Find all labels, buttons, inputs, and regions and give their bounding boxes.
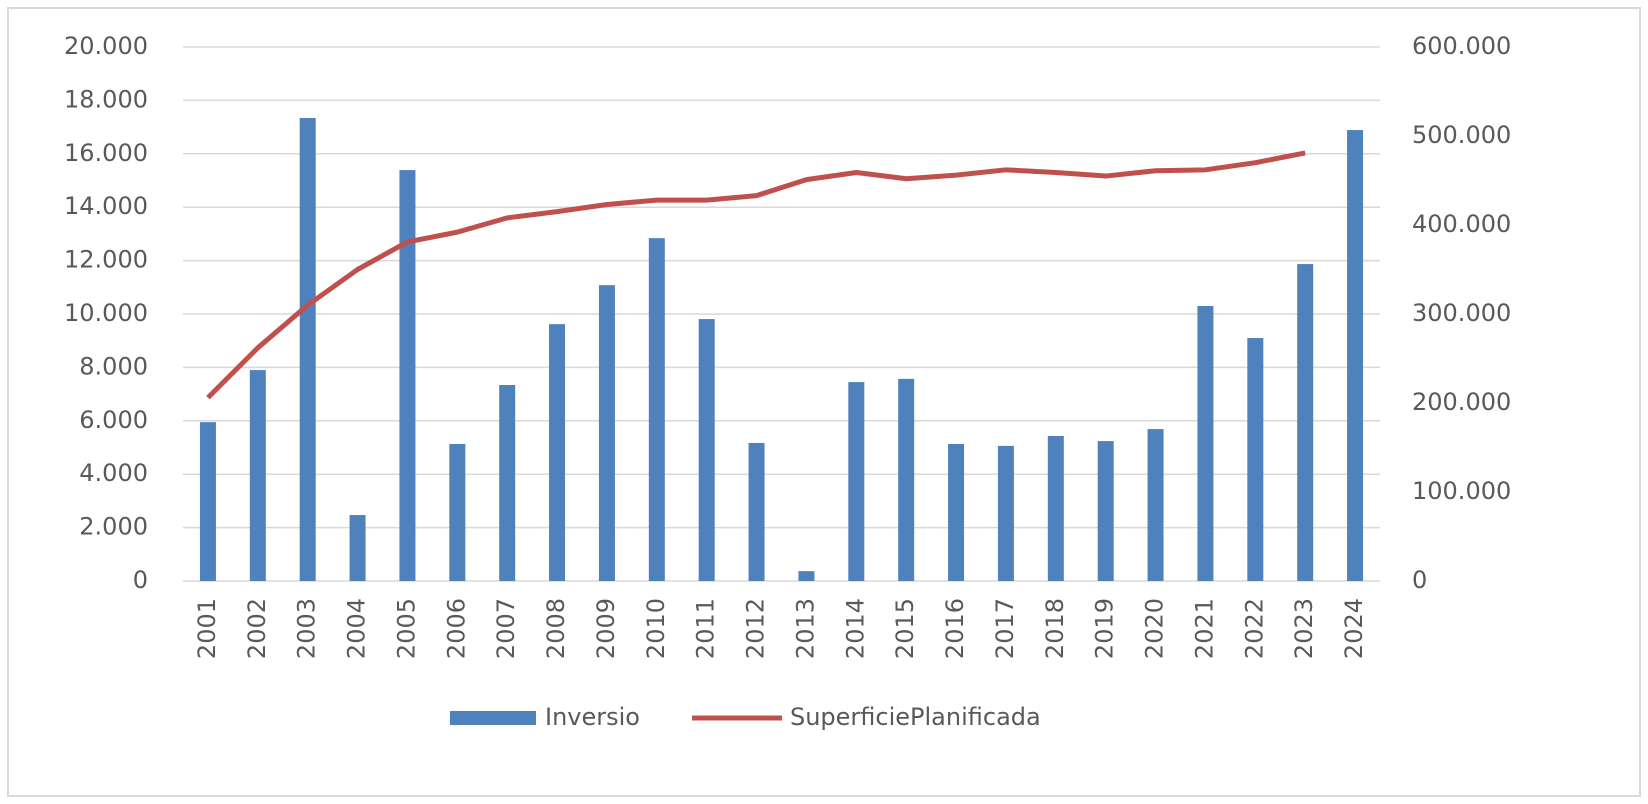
- bar: [499, 385, 516, 581]
- y-tick-label: 10.000: [64, 299, 148, 327]
- x-tick-label: 2005: [392, 598, 420, 659]
- x-tick-label: 2015: [891, 598, 919, 659]
- x-tick-label: 2014: [841, 598, 869, 659]
- x-tick-label: 2013: [791, 598, 819, 659]
- x-tick-label: 2018: [1041, 598, 1069, 659]
- y-tick-label: 16.000: [64, 139, 148, 167]
- bar: [848, 382, 865, 581]
- bar: [399, 170, 416, 581]
- y-tick-label: 8.000: [79, 352, 148, 380]
- bar: [1297, 264, 1314, 581]
- y2-tick-label: 500.000: [1412, 121, 1511, 149]
- bar: [598, 285, 615, 581]
- bar: [798, 571, 815, 581]
- x-tick-label: 2024: [1340, 598, 1368, 659]
- y2-tick-label: 100.000: [1412, 477, 1511, 505]
- y-tick-label: 0: [133, 566, 148, 594]
- y-tick-label: 6.000: [79, 406, 148, 434]
- x-tick-label: 2002: [243, 598, 271, 659]
- y-tick-label: 4.000: [79, 459, 148, 487]
- bar: [199, 422, 216, 581]
- legend-label: Inversio: [545, 703, 640, 731]
- bar: [449, 444, 466, 581]
- bar: [748, 442, 765, 581]
- legend-swatch: [450, 711, 536, 725]
- y2-tick-label: 0: [1412, 566, 1427, 594]
- bar: [948, 444, 965, 581]
- x-tick-label: 2007: [492, 598, 520, 659]
- x-tick-label: 2020: [1141, 598, 1169, 659]
- bar: [249, 370, 266, 581]
- x-tick-label: 2023: [1290, 598, 1318, 659]
- x-tick-label: 2012: [742, 598, 770, 659]
- x-tick-label: 2011: [692, 598, 720, 659]
- y2-tick-label: 600.000: [1412, 32, 1511, 60]
- bar: [1197, 305, 1214, 581]
- bar: [1147, 429, 1164, 581]
- x-tick-label: 2022: [1240, 598, 1268, 659]
- y2-tick-label: 200.000: [1412, 388, 1511, 416]
- x-tick-label: 2006: [442, 598, 470, 659]
- y2-tick-label: 400.000: [1412, 210, 1511, 238]
- x-tick-label: 2004: [343, 598, 371, 659]
- y-tick-label: 14.000: [64, 192, 148, 220]
- x-tick-label: 2008: [542, 598, 570, 659]
- y-tick-label: 18.000: [64, 85, 148, 113]
- x-tick-label: 2017: [991, 598, 1019, 659]
- x-tick-label: 2019: [1091, 598, 1119, 659]
- x-tick-label: 2003: [293, 598, 321, 659]
- legend-label: SuperficiePlanificada: [790, 703, 1041, 731]
- bar: [1347, 130, 1364, 582]
- bar: [349, 515, 366, 581]
- bar: [549, 324, 566, 581]
- chart-border: [7, 7, 1641, 797]
- x-tick-label: 2010: [642, 598, 670, 659]
- bar: [1247, 338, 1264, 581]
- y2-tick-label: 300.000: [1412, 299, 1511, 327]
- x-tick-label: 2021: [1190, 598, 1218, 659]
- bar: [1097, 441, 1114, 581]
- x-tick-label: 2001: [193, 598, 221, 659]
- bar: [299, 118, 316, 581]
- y-tick-label: 12.000: [64, 246, 148, 274]
- bar: [997, 445, 1014, 581]
- line: [206, 150, 1306, 400]
- x-tick-label: 2009: [592, 598, 620, 659]
- bar: [898, 378, 915, 581]
- y-tick-label: 2.000: [79, 513, 148, 541]
- bar: [648, 238, 665, 581]
- x-tick-label: 2016: [941, 598, 969, 659]
- y-tick-label: 20.000: [64, 32, 148, 60]
- bar: [1047, 436, 1064, 581]
- bar: [698, 319, 715, 581]
